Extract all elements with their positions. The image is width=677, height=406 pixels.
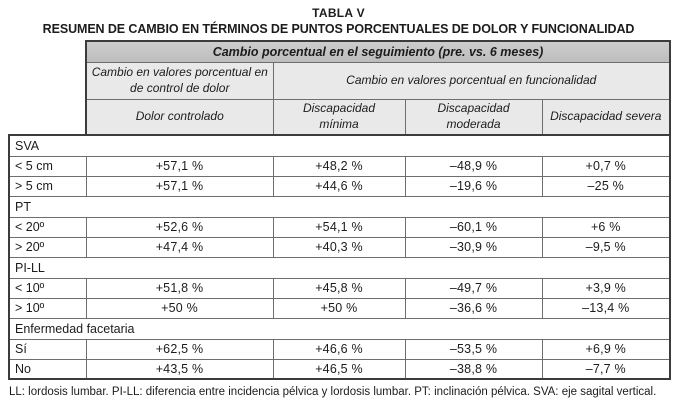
value-cell: –48,9 % [404,155,543,177]
value-cell: +45,8 % [272,277,406,299]
col-header-disability-moderate: Discapacidad moderada [404,98,543,136]
value-cell: +46,6 % [272,338,406,360]
table-row: Sí +62,5 % +46,6 % –53,5 % +6,9 % [8,338,672,360]
value-cell: +57,1 % [85,175,274,197]
table-row: < 5 cm +57,1 % +48,2 % –48,9 % +0,7 % [8,155,672,177]
row-label: > 10º [8,297,87,319]
header-band-followup: Cambio porcentual en el seguimiento (pre… [84,40,672,63]
table-row: > 5 cm +57,1 % +44,6 % –19,6 % –25 % [8,175,672,197]
header-group-functionality: Cambio en valores porcentual en funciona… [272,61,672,100]
value-cell: +43,5 % [85,358,274,380]
row-label: No [8,358,87,380]
value-cell: –7,7 % [541,358,672,380]
footnote: LL: lordosis lumbar. PI-LL: diferencia e… [9,386,657,398]
value-cell: +0,7 % [541,155,672,177]
value-cell: –36,6 % [404,297,543,319]
row-label: < 20º [8,216,87,238]
header-gap [9,62,86,99]
value-cell: +50 % [85,297,274,319]
row-label: < 10º [8,277,87,299]
value-cell: +51,8 % [85,277,274,299]
header-band-row: Cambio porcentual en el seguimiento (pre… [9,40,672,63]
row-label: > 20º [8,236,87,258]
value-cell: +50 % [272,297,406,319]
title-block: TABLA V RESUMEN DE CAMBIO EN TÉRMINOS DE… [0,0,677,36]
section-row: PI-LL [7,256,672,279]
value-cell: –13,4 % [541,297,672,319]
section-row: PT [7,195,672,218]
table-header: Cambio porcentual en el seguimiento (pre… [9,40,672,136]
section-label: PI-LL [7,256,672,279]
value-cell: +62,5 % [85,338,274,360]
value-cell: –60,1 % [404,216,543,238]
value-cell: –38,8 % [404,358,543,380]
summary-table: Cambio porcentual en el seguimiento (pre… [7,40,672,380]
table-title: RESUMEN DE CAMBIO EN TÉRMINOS DE PUNTOS … [42,22,635,36]
value-cell: +6,9 % [541,338,672,360]
table-row: < 20º +52,6 % +54,1 % –60,1 % +6 % [8,216,672,238]
section-label: Enfermedad facetaria [7,317,672,340]
value-cell: –53,5 % [404,338,543,360]
section-row: Enfermedad facetaria [7,317,672,340]
section-label: SVA [7,134,672,157]
section-row: SVA [7,134,672,157]
value-cell: +46,5 % [272,358,406,380]
value-cell: +3,9 % [541,277,672,299]
value-cell: +54,1 % [272,216,406,238]
row-label: > 5 cm [8,175,87,197]
table-row: > 10º +50 % +50 % –36,6 % –13,4 % [8,297,672,319]
col-header-disability-minimal: Discapacidad mínima [272,98,406,136]
row-label: Sí [8,338,87,360]
value-cell: +52,6 % [85,216,274,238]
table-row: No +43,5 % +46,5 % –38,8 % –7,7 % [8,358,672,380]
value-cell: +47,4 % [85,236,274,258]
value-cell: +57,1 % [85,155,274,177]
table-row: < 10º +51,8 % +45,8 % –49,7 % +3,9 % [8,277,672,299]
value-cell: –19,6 % [404,175,543,197]
value-cell: –49,7 % [404,277,543,299]
table-row: > 20º +47,4 % +40,3 % –30,9 % –9,5 % [8,236,672,258]
value-cell: +40,3 % [272,236,406,258]
value-cell: –30,9 % [404,236,543,258]
value-cell: –25 % [541,175,672,197]
header-group-row: Cambio en valores porcentual en de contr… [9,61,672,100]
section-label: PT [7,195,672,218]
table-number-title: TABLA V [312,6,365,20]
value-cell: –9,5 % [541,236,672,258]
col-header-pain-controlled: Dolor controlado [85,98,274,136]
header-gap [9,41,86,62]
row-label: < 5 cm [8,155,87,177]
header-group-pain: Cambio en valores porcentual en de contr… [85,61,274,100]
table-body: SVA < 5 cm +57,1 % +48,2 % –48,9 % +0,7 % > 5 … [7,134,672,380]
header-gap [9,99,86,135]
value-cell: +6 % [541,216,672,238]
header-columns-row: Dolor controlado Discapacidad mínima Dis… [9,98,672,136]
value-cell: +48,2 % [272,155,406,177]
col-header-disability-severe: Discapacidad severa [541,98,672,136]
value-cell: +44,6 % [272,175,406,197]
